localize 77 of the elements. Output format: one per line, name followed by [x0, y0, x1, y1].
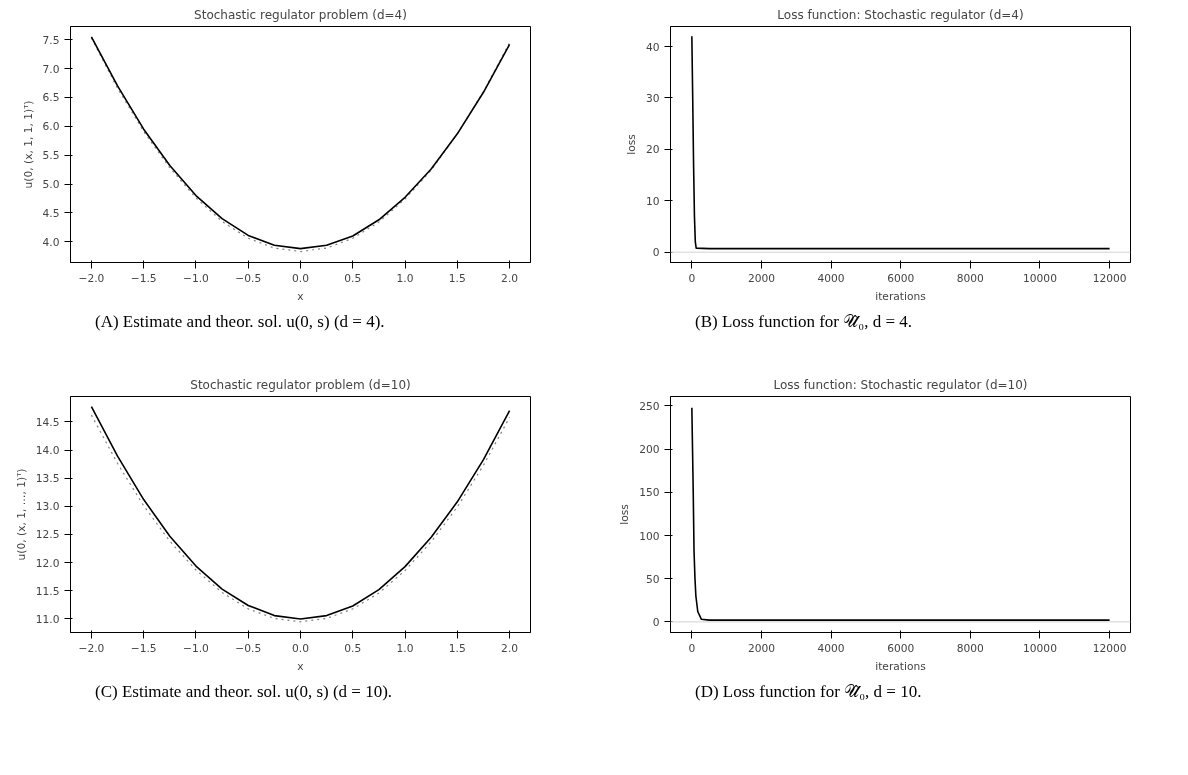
y-tick-label: 250: [639, 400, 660, 413]
y-tick-label: 11.5: [35, 584, 60, 598]
y-tick-label: 12.5: [35, 528, 60, 542]
chart-title: Loss function: Stochastic regulator (d=4): [777, 7, 1024, 22]
x-tick-label: 1.5: [448, 271, 466, 285]
y-tick-label: 50: [645, 572, 660, 586]
y-tick-label: 13.0: [35, 500, 60, 514]
x-tick-label: 0.0: [292, 271, 310, 285]
x-tick-label: 10000: [1023, 271, 1058, 285]
chart-title: Loss function: Stochastic regulator (d=10): [773, 377, 1028, 392]
y-tick-label: 6.0: [42, 120, 60, 134]
x-tick-label: 2.0: [501, 641, 519, 655]
line-series: [691, 406, 1111, 621]
y-tick-label: 0: [652, 246, 660, 260]
x-tick-label: 1.5: [448, 641, 466, 655]
text: (D) Loss function for 𝒰̂₀, d = 10.: [695, 681, 922, 703]
x-tick-label: 2.0: [501, 271, 519, 285]
y-tick-label: 30: [645, 91, 660, 105]
x-tick-label: 0.5: [344, 271, 362, 285]
x-axis-title: iterations: [875, 289, 927, 303]
x-tick-label: 2000: [747, 271, 776, 285]
x-tick-label: 2000: [747, 641, 776, 655]
x-tick-label: 4000: [817, 271, 845, 285]
x-tick-label: 6000: [887, 271, 915, 285]
y-tick-label: 11.0: [35, 612, 60, 626]
text: (A) Estimate and theor. sol. u(0, s) (d = 4).: [95, 311, 385, 333]
x-tick-label: −1.0: [183, 641, 210, 655]
x-axis-title: x: [297, 659, 304, 673]
x-tick-label: 4000: [817, 641, 845, 655]
x-tick-label: 0: [688, 271, 696, 285]
y-tick-label: 100: [639, 529, 660, 543]
y-tick-label: 10: [645, 194, 660, 208]
y-tick-label: 7.0: [42, 62, 60, 76]
x-tick-label: −2.0: [78, 271, 105, 285]
y-tick-label: 150: [639, 486, 660, 500]
x-axis-title: x: [297, 289, 304, 303]
x-tick-label: 1.0: [396, 641, 414, 655]
y-tick-label: 40: [645, 40, 660, 54]
x-tick-label: 1.0: [396, 271, 414, 285]
y-axis-title: loss: [624, 133, 638, 155]
y-tick-label: 12.0: [35, 556, 60, 570]
line-series: [691, 35, 1111, 250]
y-axis-title: loss: [618, 503, 632, 525]
y-tick-label: 0: [652, 615, 660, 629]
y-axis-title: u(0, (x, 1, …, 1)ᵀ): [14, 468, 28, 561]
y-tick-label: 14.5: [35, 415, 60, 429]
y-tick-label: 20: [645, 143, 660, 157]
x-tick-label: 12000: [1092, 271, 1127, 285]
y-tick-label: 5.0: [42, 178, 60, 192]
y-axis-title: u(0, (x, 1, 1, 1)ᵀ): [21, 100, 35, 189]
x-tick-label: −2.0: [78, 641, 105, 655]
x-tick-label: 0.5: [344, 641, 362, 655]
x-tick-label: −0.5: [235, 271, 262, 285]
x-tick-label: −0.5: [235, 641, 262, 655]
y-tick-label: 13.5: [35, 472, 60, 486]
x-tick-label: −1.5: [130, 271, 157, 285]
y-tick-label: 5.5: [42, 149, 60, 163]
y-tick-label: 4.0: [42, 235, 60, 249]
y-tick-label: 200: [639, 443, 660, 457]
x-axis-title: iterations: [875, 659, 927, 673]
x-tick-label: 6000: [887, 641, 915, 655]
y-tick-label: 4.5: [42, 206, 60, 220]
x-tick-label: 8000: [956, 641, 985, 655]
x-tick-label: 0.0: [292, 641, 310, 655]
x-tick-label: 10000: [1023, 641, 1058, 655]
y-tick-label: 6.5: [42, 91, 60, 105]
x-tick-label: 8000: [956, 271, 985, 285]
x-tick-label: −1.0: [183, 271, 210, 285]
chart-title: Stochastic regulator problem (d=10): [190, 377, 411, 392]
x-tick-label: 0: [688, 641, 696, 655]
x-tick-label: 12000: [1092, 641, 1127, 655]
y-tick-label: 14.0: [35, 444, 60, 458]
y-tick-label: 7.5: [42, 33, 60, 47]
text: (C) Estimate and theor. sol. u(0, s) (d = 10).: [95, 681, 393, 703]
x-tick-label: −1.5: [130, 641, 157, 655]
text: (B) Loss function for 𝒰̂₀, d = 4.: [695, 311, 913, 333]
chart-title: Stochastic regulator problem (d=4): [194, 7, 407, 22]
